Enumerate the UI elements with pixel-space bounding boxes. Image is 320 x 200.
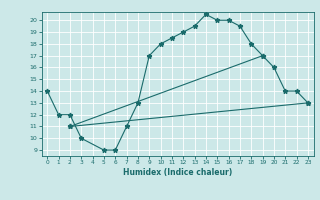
- X-axis label: Humidex (Indice chaleur): Humidex (Indice chaleur): [123, 168, 232, 177]
